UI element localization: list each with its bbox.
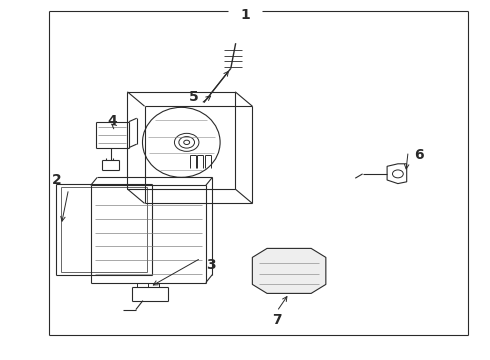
Text: 3: 3: [206, 258, 216, 271]
Text: 6: 6: [414, 148, 424, 162]
Text: 2: 2: [51, 173, 61, 187]
Polygon shape: [252, 248, 326, 293]
Text: 1: 1: [240, 8, 250, 22]
Text: 5: 5: [189, 90, 198, 104]
Text: 7: 7: [272, 314, 282, 327]
Text: 4: 4: [108, 114, 118, 127]
